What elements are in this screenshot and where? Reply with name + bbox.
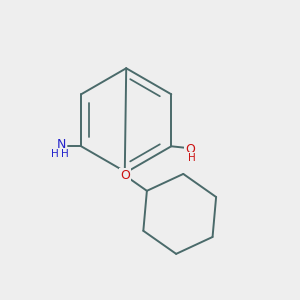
Text: H: H <box>188 153 196 163</box>
Text: H: H <box>61 149 69 159</box>
Text: O: O <box>185 143 195 156</box>
Text: N: N <box>57 138 67 151</box>
Text: O: O <box>120 169 130 182</box>
Text: H: H <box>51 149 59 159</box>
